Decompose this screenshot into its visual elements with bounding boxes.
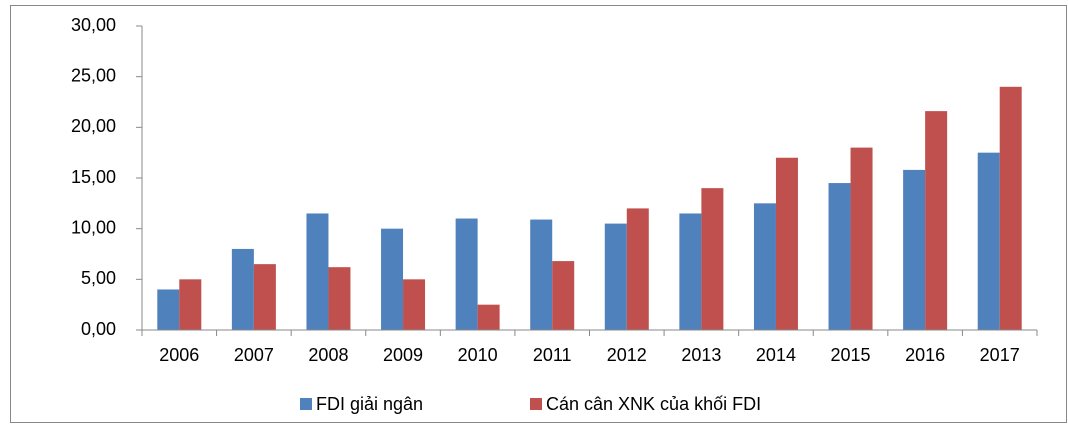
x-tick-label: 2008 <box>308 345 348 365</box>
bar <box>903 169 926 330</box>
y-tick-label: 5,00 <box>81 268 116 288</box>
bar <box>753 203 776 330</box>
bar <box>999 86 1022 330</box>
x-tick-label: 2010 <box>458 345 498 365</box>
bar <box>306 213 329 330</box>
legend-swatch <box>530 398 542 410</box>
legend-label: Cán cân XNK của khối FDI <box>546 394 761 414</box>
legend-label: FDI giải ngân <box>316 394 423 414</box>
bar <box>850 147 873 330</box>
bar <box>455 218 478 330</box>
x-tick-label: 2013 <box>681 345 721 365</box>
x-tick-label: 2009 <box>383 345 423 365</box>
bar <box>381 228 404 330</box>
x-tick-label: 2012 <box>607 345 647 365</box>
bar <box>626 208 649 330</box>
x-tick-label: 2011 <box>533 345 572 365</box>
bar <box>179 279 202 330</box>
bar <box>775 157 798 330</box>
bar <box>157 289 180 330</box>
y-tick-label: 20,00 <box>71 116 116 136</box>
bar <box>977 152 1000 330</box>
bar <box>403 279 426 330</box>
chart-border <box>10 5 1067 423</box>
y-tick-label: 10,00 <box>71 217 116 237</box>
bar <box>701 188 724 330</box>
bar <box>828 183 851 330</box>
bar <box>552 261 575 330</box>
y-tick-label: 15,00 <box>71 167 116 187</box>
x-tick-label: 2006 <box>159 345 199 365</box>
y-tick-label: 25,00 <box>71 65 116 85</box>
bar <box>231 248 254 330</box>
bar <box>253 264 276 330</box>
bar <box>925 111 948 331</box>
bar <box>679 213 702 330</box>
x-tick-label: 2014 <box>756 345 796 365</box>
bar <box>604 223 627 330</box>
bar <box>530 219 553 330</box>
x-tick-label: 2007 <box>234 345 274 365</box>
y-tick-label: 0,00 <box>81 319 116 339</box>
bar <box>477 304 500 330</box>
x-tick-label: 2017 <box>980 345 1020 365</box>
x-tick-label: 2015 <box>831 345 871 365</box>
legend-swatch <box>300 398 312 410</box>
y-tick-label: 30,00 <box>71 15 116 35</box>
bar <box>328 267 351 330</box>
x-tick-label: 2016 <box>905 345 945 365</box>
